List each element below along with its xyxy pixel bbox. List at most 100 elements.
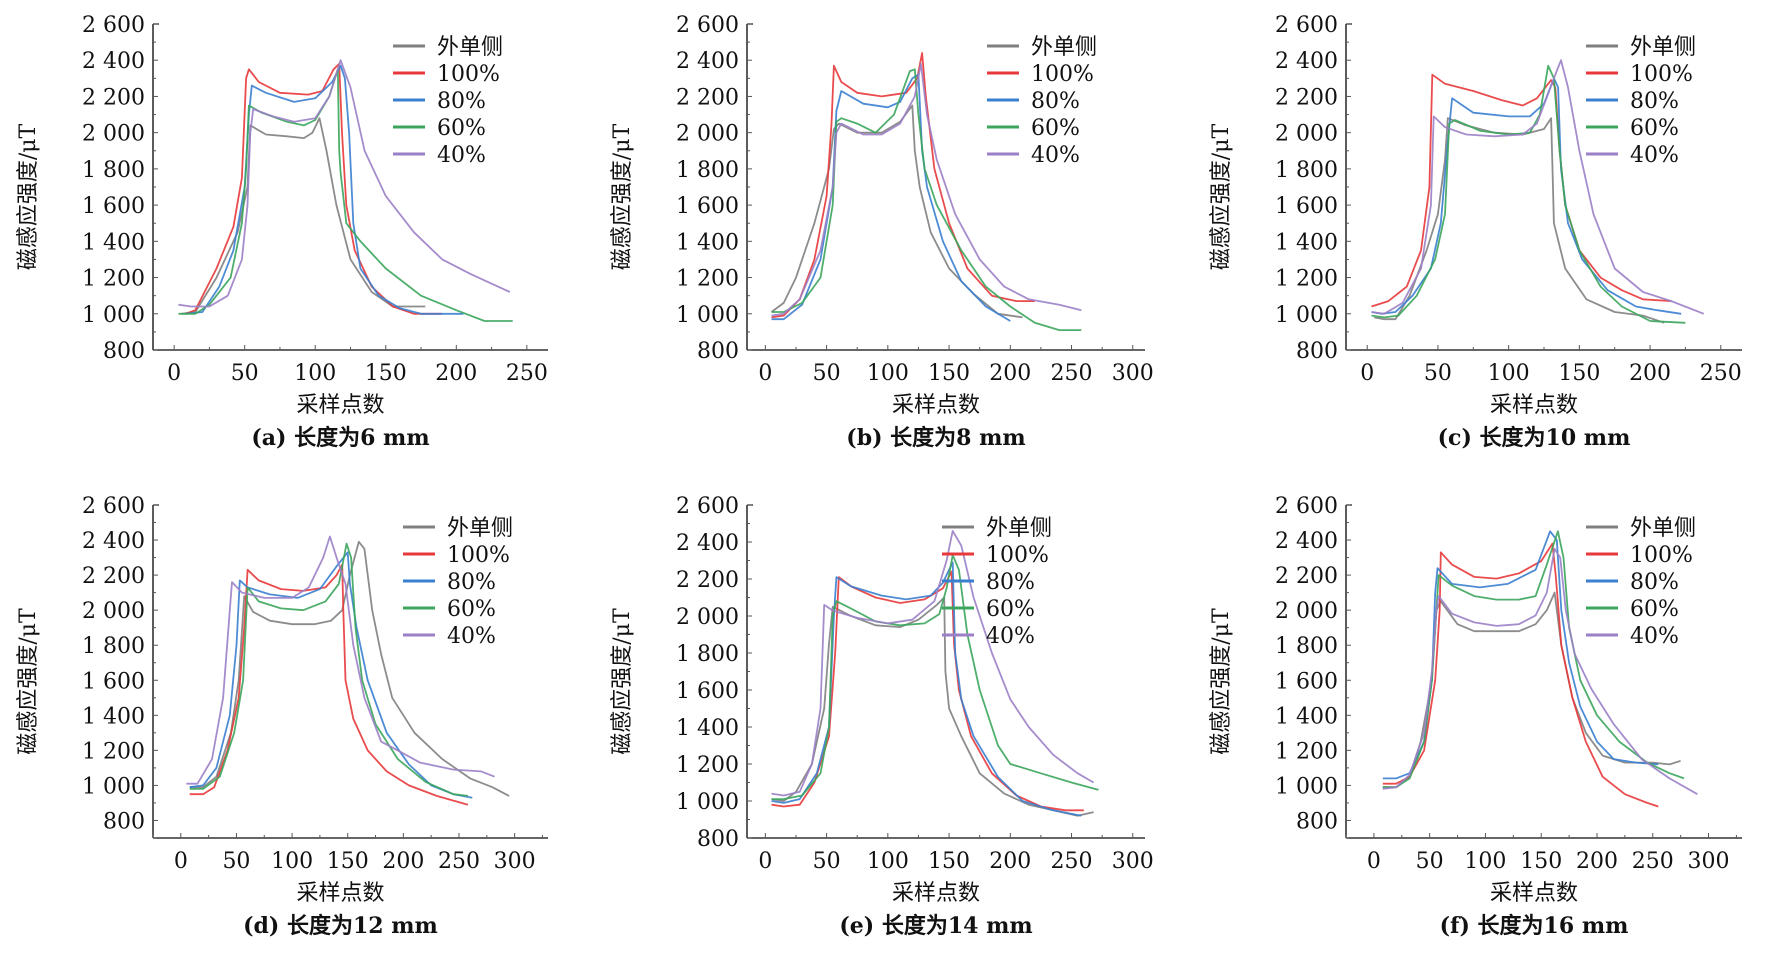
legend-label: 100% (1630, 543, 1693, 568)
x-tick-label: 0 (758, 361, 772, 386)
y-tick-label: 1 000 (82, 303, 145, 328)
legend-label: 外单侧 (1630, 516, 1696, 541)
panel-f: 800 1 000 1 200 1 400 1 600 1 800 2 000 2 200 2 … (1209, 494, 1742, 939)
y-tick-label: 1 400 (82, 704, 145, 729)
x-tick-label: 0 (174, 849, 188, 874)
x-tick-label: 50 (1416, 849, 1444, 874)
legend-label: 外单侧 (1031, 35, 1097, 60)
y-axis-title: 磁感应强度/μT (610, 123, 635, 270)
x-tick-label: 150 (928, 361, 970, 386)
y-tick-label: 1 600 (1275, 669, 1338, 694)
x-tick-label: 50 (1424, 361, 1452, 386)
legend-label: 100% (437, 62, 500, 87)
legend-label: 40% (447, 624, 496, 649)
y-tick-label: 1 800 (1275, 634, 1338, 659)
x-tick-label: 50 (222, 849, 250, 874)
panel-caption: (e) 长度为14 mm (839, 913, 1032, 939)
y-tick-label: 1 000 (676, 790, 739, 815)
y-tick-label: 800 (1296, 339, 1338, 364)
y-axis-title: 磁感应强度/μT (16, 608, 41, 755)
x-tick-label: 200 (1629, 361, 1671, 386)
legend-label: 60% (447, 597, 496, 622)
x-tick-label: 200 (382, 849, 424, 874)
panel-e: 800 1 000 1 200 1 400 1 600 1 800 2 000 2 200 2 … (610, 494, 1154, 939)
y-tick-label: 1 000 (676, 303, 739, 328)
y-tick-label: 2 000 (1275, 599, 1338, 624)
x-tick-label: 250 (1051, 361, 1093, 386)
y-tick-label: 800 (697, 339, 739, 364)
y-tick-label: 800 (697, 827, 739, 852)
legend-label: 60% (1630, 116, 1679, 141)
x-tick-label: 200 (989, 361, 1031, 386)
x-tick-label: 250 (1700, 361, 1742, 386)
y-tick-label: 2 400 (676, 49, 739, 74)
x-tick-label: 150 (1558, 361, 1600, 386)
legend-label: 80% (986, 570, 1035, 595)
x-tick-label: 100 (271, 849, 313, 874)
y-axis-title: 磁感应强度/μT (16, 123, 41, 270)
y-tick-label: 2 000 (82, 599, 145, 624)
series-line-2 (1371, 77, 1682, 315)
legend-label: 60% (986, 597, 1035, 622)
legend-label: 外单侧 (437, 35, 503, 60)
series-line-1 (1371, 73, 1672, 308)
panel-d: 800 1 000 1 200 1 400 1 600 1 800 2 000 2 200 2 … (16, 494, 548, 939)
legend-label: 80% (1630, 570, 1679, 595)
y-tick-label: 2 600 (82, 494, 145, 519)
series-line-3 (1382, 530, 1685, 789)
y-tick-label: 1 200 (82, 739, 145, 764)
y-tick-label: 2 600 (1275, 13, 1338, 38)
legend-label: 100% (986, 543, 1049, 568)
legend-label: 80% (447, 570, 496, 595)
x-tick-label: 150 (928, 849, 970, 874)
x-tick-label: 150 (365, 361, 407, 386)
y-tick-label: 1 400 (1275, 230, 1338, 255)
y-tick-label: 800 (103, 339, 145, 364)
x-tick-label: 250 (506, 361, 548, 386)
x-axis-title: 采样点数 (892, 881, 980, 906)
series-line-2 (189, 551, 473, 799)
x-axis-title: 采样点数 (296, 393, 384, 418)
series-line-4 (771, 62, 1082, 317)
x-tick-label: 250 (1632, 849, 1674, 874)
y-tick-label: 1 800 (82, 158, 145, 183)
y-tick-label: 2 400 (82, 49, 145, 74)
y-tick-label: 1 600 (1275, 194, 1338, 219)
y-tick-label: 2 400 (1275, 49, 1338, 74)
legend-label: 80% (1630, 89, 1679, 114)
legend-label: 60% (437, 116, 486, 141)
series-line-2 (771, 561, 1082, 817)
y-tick-label: 2 400 (82, 529, 145, 554)
x-tick-label: 100 (867, 361, 909, 386)
legend-label: 40% (1630, 143, 1679, 168)
series-line-0 (771, 596, 1094, 817)
series-line-2 (771, 73, 1011, 322)
x-axis-title: 采样点数 (1490, 393, 1578, 418)
x-tick-label: 0 (167, 361, 181, 386)
y-axis-title: 磁感应强度/μT (1209, 608, 1234, 755)
legend-label: 80% (437, 89, 486, 114)
panel-a: 800 1 000 1 200 1 400 1 600 1 800 2 000 2 200 2 … (16, 13, 548, 451)
x-tick-label: 50 (813, 849, 841, 874)
y-tick-label: 2 200 (82, 85, 145, 110)
y-tick-label: 800 (1296, 809, 1338, 834)
y-tick-label: 1 200 (1275, 739, 1338, 764)
y-axis-title: 磁感应强度/μT (610, 608, 635, 755)
series-line-4 (1371, 59, 1705, 315)
y-tick-label: 2 200 (1275, 564, 1338, 589)
x-tick-label: 300 (1112, 361, 1154, 386)
y-tick-label: 2 000 (676, 122, 739, 147)
y-tick-label: 1 400 (82, 230, 145, 255)
series-line-1 (771, 52, 1035, 319)
series-line-4 (771, 530, 1095, 797)
y-tick-label: 1 200 (676, 753, 739, 778)
x-tick-label: 100 (1488, 361, 1530, 386)
y-tick-label: 1 000 (82, 774, 145, 799)
series-line-0 (770, 104, 1023, 319)
y-tick-label: 2 400 (1275, 529, 1338, 554)
y-tick-label: 2 600 (82, 13, 145, 38)
panel-caption: (b) 长度为8 mm (846, 425, 1025, 451)
y-tick-label: 2 600 (1275, 494, 1338, 519)
